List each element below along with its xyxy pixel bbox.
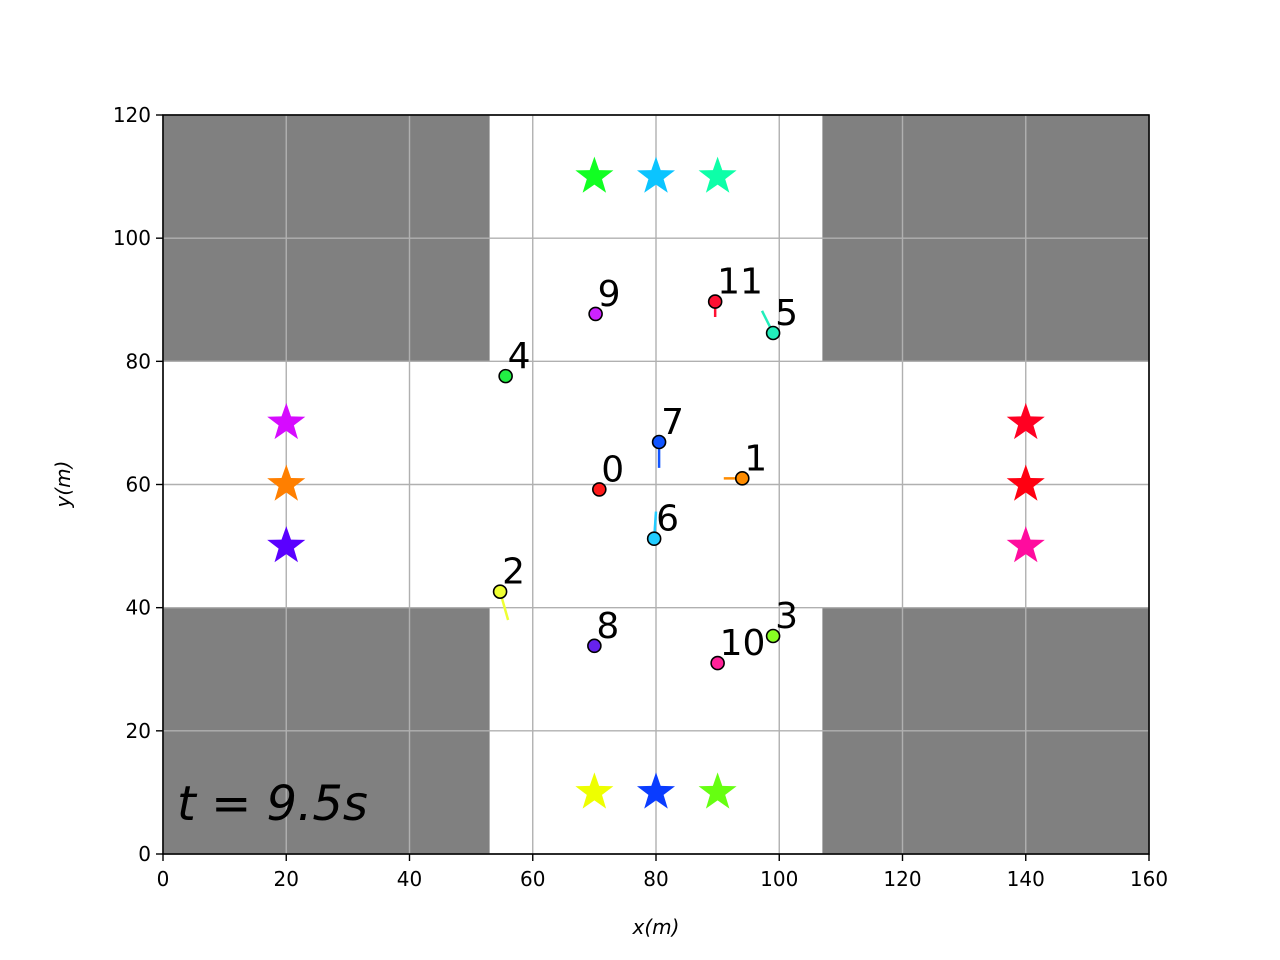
goal-star bbox=[1006, 464, 1045, 501]
x-tick-label: 120 bbox=[883, 867, 921, 891]
x-tick-label: 100 bbox=[760, 867, 798, 891]
x-tick-label: 80 bbox=[643, 867, 668, 891]
y-tick-label: 60 bbox=[126, 473, 151, 497]
agent-label-5: 5 bbox=[775, 293, 798, 334]
agent-label-3: 3 bbox=[775, 596, 798, 637]
goal-star bbox=[637, 156, 675, 193]
agent-marker-5 bbox=[765, 325, 781, 341]
agent-marker-11 bbox=[707, 294, 723, 309]
y-tick-label: 100 bbox=[113, 226, 151, 250]
y-tick-label: 120 bbox=[113, 103, 151, 127]
x-tick-label: 0 bbox=[157, 867, 170, 891]
goal-star bbox=[575, 772, 614, 809]
agent-label-7: 7 bbox=[661, 402, 684, 443]
goal-markers bbox=[267, 156, 1045, 809]
time-label: t = 9.5s bbox=[177, 776, 368, 832]
agent-label-8: 8 bbox=[596, 606, 619, 647]
agent-label-11: 11 bbox=[717, 262, 763, 303]
agent-marker-6 bbox=[646, 531, 662, 546]
goal-star bbox=[267, 402, 306, 440]
agent-marker-1 bbox=[734, 471, 750, 486]
x-tick-label: 40 bbox=[397, 867, 422, 891]
x-tick-label: 160 bbox=[1130, 867, 1168, 891]
y-tick-label: 80 bbox=[126, 349, 151, 373]
x-axis-label: x(m) bbox=[632, 915, 680, 939]
x-tick-label: 20 bbox=[274, 867, 299, 891]
agent-marker-7 bbox=[651, 434, 667, 450]
agent-label-6: 6 bbox=[656, 499, 679, 540]
agent-marker-10 bbox=[710, 655, 725, 671]
x-tick-label: 60 bbox=[520, 867, 545, 891]
agent-label-1: 1 bbox=[744, 438, 767, 479]
x-tick-label: 140 bbox=[1007, 867, 1045, 891]
y-tick-label: 0 bbox=[138, 842, 151, 866]
y-tick-label: 20 bbox=[126, 719, 151, 743]
agent-marker-0 bbox=[592, 482, 607, 497]
y-axis-label: y(m) bbox=[51, 461, 75, 509]
agents: 0 1 2 3 4 5 6 7 8 9 10 11 bbox=[492, 262, 798, 671]
agent-label-9: 9 bbox=[598, 274, 621, 315]
agent-marker-4 bbox=[498, 368, 513, 384]
y-tick-label: 40 bbox=[126, 596, 151, 620]
agent-label-0: 0 bbox=[601, 449, 624, 490]
goal-star bbox=[698, 156, 737, 193]
goal-star bbox=[698, 772, 737, 809]
agent-label-2: 2 bbox=[502, 552, 525, 593]
agent-label-4: 4 bbox=[508, 336, 531, 377]
goal-star bbox=[267, 464, 306, 501]
agent-marker-2 bbox=[492, 584, 508, 599]
goal-star bbox=[637, 772, 675, 809]
agent-marker-8 bbox=[587, 638, 602, 654]
goal-star bbox=[1006, 402, 1045, 440]
goal-star bbox=[1006, 526, 1045, 563]
agent-marker-9 bbox=[588, 306, 603, 322]
goal-star bbox=[575, 156, 614, 193]
agent-marker-3 bbox=[765, 628, 781, 644]
agent-label-10: 10 bbox=[720, 623, 766, 664]
goal-star bbox=[267, 526, 306, 563]
